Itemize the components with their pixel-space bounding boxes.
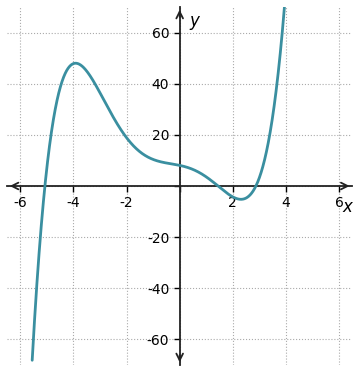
Text: x: x	[342, 198, 352, 215]
Text: y: y	[189, 12, 199, 30]
